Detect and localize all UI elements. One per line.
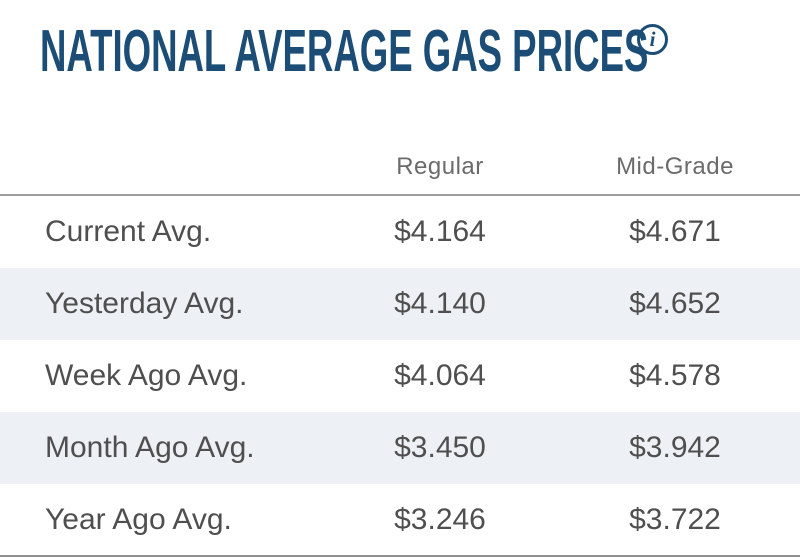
table-row-current-avg: Current Avg. $4.164 $4.671 <box>0 196 800 268</box>
widget-header: NATIONAL AVERAGE GAS PRICES i <box>0 0 800 140</box>
column-header-regular: Regular <box>396 153 484 180</box>
gas-price-table: Regular Mid-Grade Current Avg. $4.164 $4… <box>0 140 800 556</box>
regular-price: $4.140 <box>394 287 486 320</box>
mid-grade-price: $3.722 <box>629 503 721 536</box>
regular-price: $4.164 <box>394 215 486 248</box>
table-row-week-ago-avg: Week Ago Avg. $4.064 $4.578 <box>0 340 800 412</box>
table-header-row: Regular Mid-Grade <box>0 140 800 196</box>
row-label: Month Ago Avg. <box>45 431 255 464</box>
row-label: Year Ago Avg. <box>45 503 232 536</box>
row-label: Yesterday Avg. <box>45 287 244 320</box>
mid-grade-price: $4.652 <box>629 287 721 320</box>
info-icon[interactable]: i <box>637 24 668 55</box>
row-label: Week Ago Avg. <box>45 359 248 392</box>
regular-price: $4.064 <box>394 359 486 392</box>
mid-grade-price: $4.578 <box>629 359 721 392</box>
mid-grade-price: $3.942 <box>629 431 721 464</box>
table-row-month-ago-avg: Month Ago Avg. $3.450 $3.942 <box>0 412 800 484</box>
regular-price: $3.246 <box>394 503 486 536</box>
mid-grade-price: $4.671 <box>629 215 721 248</box>
table-row-year-ago-avg: Year Ago Avg. $3.246 $3.722 <box>0 484 800 556</box>
table-row-yesterday-avg: Yesterday Avg. $4.140 $4.652 <box>0 268 800 340</box>
bottom-divider <box>0 555 800 557</box>
column-header-mid-grade: Mid-Grade <box>616 153 734 180</box>
regular-price: $3.450 <box>394 431 486 464</box>
page-title: NATIONAL AVERAGE GAS PRICES <box>40 18 649 84</box>
row-label: Current Avg. <box>45 215 212 248</box>
